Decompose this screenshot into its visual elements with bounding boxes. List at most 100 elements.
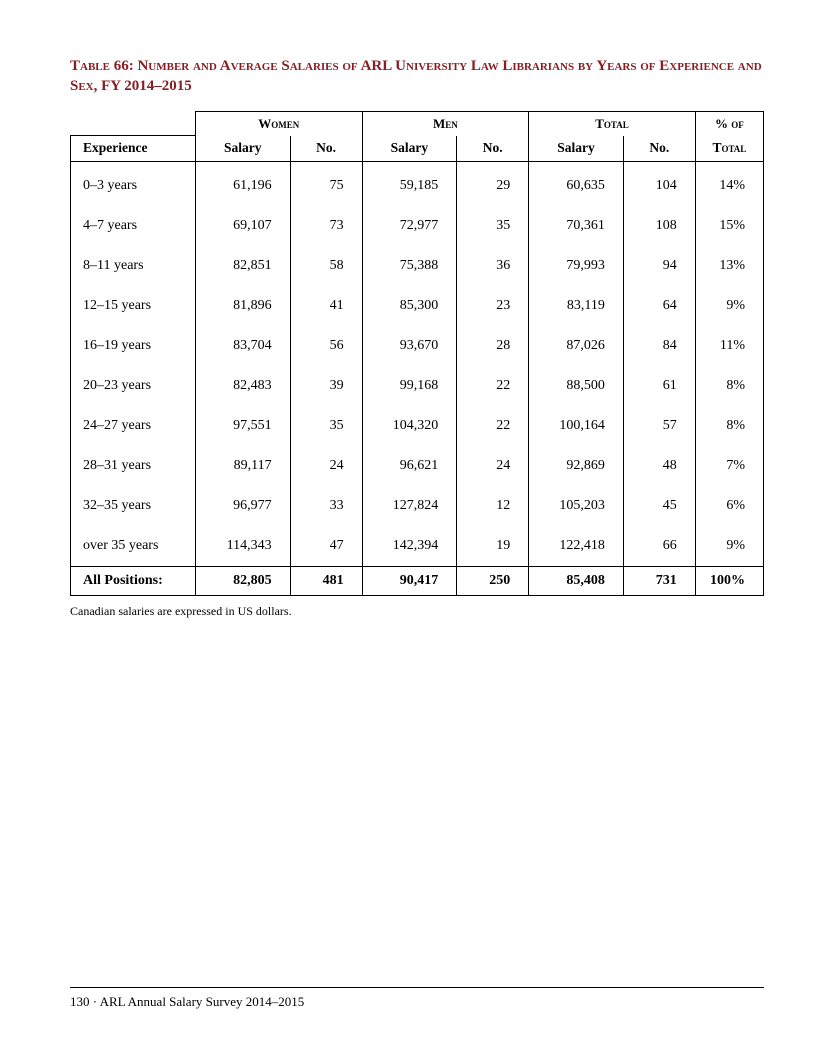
header-women: Women	[195, 111, 362, 136]
cell-t_sal: 79,993	[529, 246, 624, 286]
cell-m_sal: 72,977	[362, 206, 457, 246]
cell-exp: 24–27 years	[71, 406, 196, 446]
cell-pct: 14%	[695, 162, 763, 207]
cell-t_sal: 92,869	[529, 446, 624, 486]
cell-w_no: 39	[290, 366, 362, 406]
cell-pct: 13%	[695, 246, 763, 286]
totals-men-no: 250	[457, 567, 529, 596]
cell-w_sal: 61,196	[195, 162, 290, 207]
cell-exp: 20–23 years	[71, 366, 196, 406]
cell-w_sal: 69,107	[195, 206, 290, 246]
header-total: Total	[529, 111, 696, 136]
cell-t_no: 104	[623, 162, 695, 207]
cell-m_sal: 59,185	[362, 162, 457, 207]
totals-total-no: 731	[623, 567, 695, 596]
cell-m_sal: 99,168	[362, 366, 457, 406]
cell-t_sal: 122,418	[529, 526, 624, 567]
cell-pct: 9%	[695, 286, 763, 326]
cell-w_no: 58	[290, 246, 362, 286]
cell-pct: 8%	[695, 366, 763, 406]
cell-exp: 28–31 years	[71, 446, 196, 486]
header-women-no: No.	[290, 136, 362, 162]
cell-exp: 8–11 years	[71, 246, 196, 286]
header-total-no: No.	[623, 136, 695, 162]
cell-m_sal: 104,320	[362, 406, 457, 446]
table-row: 32–35 years96,97733127,82412105,203456%	[71, 486, 764, 526]
cell-pct: 6%	[695, 486, 763, 526]
totals-pct: 100%	[695, 567, 763, 596]
cell-m_no: 36	[457, 246, 529, 286]
header-men-salary: Salary	[362, 136, 457, 162]
header-pct-of: % of	[695, 111, 763, 136]
cell-w_no: 56	[290, 326, 362, 366]
cell-t_sal: 60,635	[529, 162, 624, 207]
header-experience: Experience	[71, 136, 196, 162]
cell-w_sal: 82,483	[195, 366, 290, 406]
cell-t_no: 61	[623, 366, 695, 406]
cell-exp: 4–7 years	[71, 206, 196, 246]
header-blank	[71, 111, 196, 136]
cell-m_no: 19	[457, 526, 529, 567]
cell-m_no: 12	[457, 486, 529, 526]
cell-t_sal: 70,361	[529, 206, 624, 246]
cell-m_no: 22	[457, 406, 529, 446]
cell-m_no: 28	[457, 326, 529, 366]
totals-men-salary: 90,417	[362, 567, 457, 596]
cell-t_sal: 83,119	[529, 286, 624, 326]
cell-exp: 12–15 years	[71, 286, 196, 326]
cell-m_no: 24	[457, 446, 529, 486]
table-row: 24–27 years97,55135104,32022100,164578%	[71, 406, 764, 446]
header-men: Men	[362, 111, 529, 136]
cell-w_no: 47	[290, 526, 362, 567]
cell-w_sal: 81,896	[195, 286, 290, 326]
cell-m_no: 35	[457, 206, 529, 246]
header-men-no: No.	[457, 136, 529, 162]
cell-w_sal: 89,117	[195, 446, 290, 486]
cell-pct: 15%	[695, 206, 763, 246]
cell-w_sal: 82,851	[195, 246, 290, 286]
cell-t_no: 94	[623, 246, 695, 286]
totals-women-salary: 82,805	[195, 567, 290, 596]
table-row: over 35 years114,34347142,39419122,41866…	[71, 526, 764, 567]
cell-m_sal: 85,300	[362, 286, 457, 326]
header-pct-total: Total	[695, 136, 763, 162]
cell-w_sal: 83,704	[195, 326, 290, 366]
cell-t_sal: 105,203	[529, 486, 624, 526]
totals-total-salary: 85,408	[529, 567, 624, 596]
cell-t_no: 108	[623, 206, 695, 246]
table-row: 4–7 years69,1077372,9773570,36110815%	[71, 206, 764, 246]
cell-exp: 0–3 years	[71, 162, 196, 207]
header-total-salary: Salary	[529, 136, 624, 162]
table-row: 28–31 years89,1172496,6212492,869487%	[71, 446, 764, 486]
table-row: 0–3 years61,1967559,1852960,63510414%	[71, 162, 764, 207]
cell-w_no: 73	[290, 206, 362, 246]
cell-w_no: 35	[290, 406, 362, 446]
cell-t_sal: 88,500	[529, 366, 624, 406]
cell-t_no: 57	[623, 406, 695, 446]
cell-exp: over 35 years	[71, 526, 196, 567]
cell-w_sal: 97,551	[195, 406, 290, 446]
salary-table: Women Men Total % of Experience Salary N…	[70, 111, 764, 597]
cell-w_sal: 114,343	[195, 526, 290, 567]
footnote: Canadian salaries are expressed in US do…	[70, 604, 764, 619]
table-row: 12–15 years81,8964185,3002383,119649%	[71, 286, 764, 326]
page-footer: 130 · ARL Annual Salary Survey 2014–2015	[70, 987, 764, 1010]
cell-t_no: 84	[623, 326, 695, 366]
cell-pct: 8%	[695, 406, 763, 446]
cell-exp: 32–35 years	[71, 486, 196, 526]
cell-pct: 9%	[695, 526, 763, 567]
cell-t_sal: 87,026	[529, 326, 624, 366]
cell-m_sal: 93,670	[362, 326, 457, 366]
cell-t_no: 48	[623, 446, 695, 486]
cell-w_no: 75	[290, 162, 362, 207]
cell-m_no: 23	[457, 286, 529, 326]
table-row: 16–19 years83,7045693,6702887,0268411%	[71, 326, 764, 366]
totals-label: All Positions:	[71, 567, 196, 596]
cell-m_no: 22	[457, 366, 529, 406]
cell-w_no: 33	[290, 486, 362, 526]
header-women-salary: Salary	[195, 136, 290, 162]
cell-m_no: 29	[457, 162, 529, 207]
cell-w_no: 24	[290, 446, 362, 486]
cell-w_sal: 96,977	[195, 486, 290, 526]
totals-women-no: 481	[290, 567, 362, 596]
